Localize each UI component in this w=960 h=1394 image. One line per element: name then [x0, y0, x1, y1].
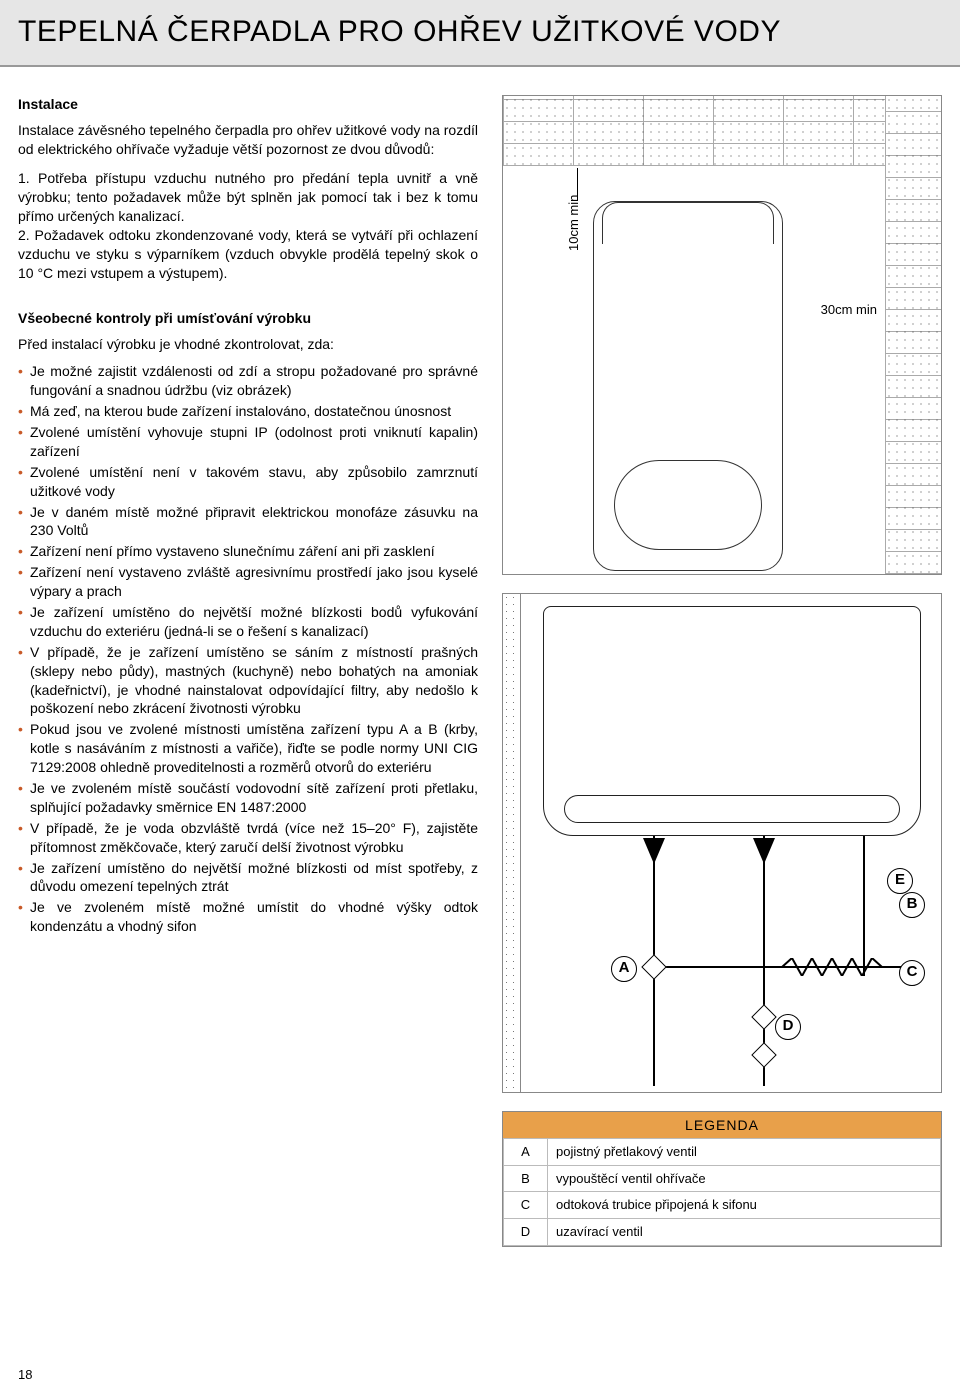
water-tank [543, 606, 921, 836]
intro-paragraph: Instalace závěsného tepelného čerpadla p… [18, 121, 478, 159]
device-front-grille [614, 460, 762, 550]
diagram-plumbing: E B A C D [502, 593, 942, 1093]
section-heading-installation: Instalace [18, 95, 478, 114]
title-bar: TEPELNÁ ČERPADLA PRO OHŘEV UŽITKOVÉ VODY [0, 0, 960, 67]
legend-row: Codtoková trubice připojená k sifonu [504, 1192, 941, 1219]
legend-table: Apojistný přetlakový ventilBvypouštěcí v… [503, 1138, 941, 1245]
pipe-vertical-3 [863, 836, 865, 976]
legend-desc: uzavírací ventil [548, 1219, 941, 1246]
check-item: Zvolené umístění vyhovuje stupni IP (odo… [18, 423, 478, 461]
checks-intro: Před instalací výrobku je vhodné zkontro… [18, 335, 478, 354]
valve-a [641, 954, 666, 979]
expansion-coil [773, 958, 891, 976]
page-title: TEPELNÁ ČERPADLA PRO OHŘEV UŽITKOVÉ VODY [18, 12, 942, 53]
numbered-point-2: 2. Požadavek odtoku zkondenzované vody, … [18, 226, 478, 283]
check-item: Má zeď, na kterou bude zařízení instalov… [18, 402, 478, 421]
pipe-network: E B A C D [543, 836, 921, 1092]
section-heading-checks: Všeobecné kontroly při umísťování výrobk… [18, 309, 478, 328]
legend-key: A [504, 1139, 548, 1166]
check-item: Zařízení není přímo vystaveno slunečnímu… [18, 542, 478, 561]
page-number: 18 [18, 1366, 32, 1384]
legend-box: LEGENDA Apojistný přetlakový ventilBvypo… [502, 1111, 942, 1247]
label-10cm-min: 10cm min [565, 194, 583, 250]
valve-d-upper [751, 1004, 776, 1029]
node-label-c: C [899, 960, 925, 986]
side-wall-hatch [503, 594, 521, 1092]
left-column: Instalace Instalace závěsného tepelného … [18, 95, 478, 1247]
legend-row: Bvypouštěcí ventil ohřívače [504, 1165, 941, 1192]
content-area: Instalace Instalace závěsného tepelného … [0, 67, 960, 1259]
node-label-d: D [775, 1014, 801, 1040]
check-item: Pokud jsou ve zvolené místnosti umístěna… [18, 720, 478, 777]
diagram-clearance: 10cm min 30cm min [502, 95, 942, 575]
node-label-b: B [899, 892, 925, 918]
check-item: Je v daném místě možné připravit elektri… [18, 503, 478, 541]
numbered-point-1: 1. Potřeba přístupu vzduchu nutného pro … [18, 169, 478, 226]
legend-key: C [504, 1192, 548, 1219]
section-checks: Všeobecné kontroly při umísťování výrobk… [18, 309, 478, 937]
check-item: Zvolené umístění není v takovém stavu, a… [18, 463, 478, 501]
legend-key: D [504, 1219, 548, 1246]
valve-d-lower [751, 1042, 776, 1067]
check-item: Je ve zvoleném místě součástí vodovodní … [18, 779, 478, 817]
check-item: Je ve zvoleném místě možné umístit do vh… [18, 898, 478, 936]
tank-bottom-rim [564, 795, 900, 823]
label-30cm-min: 30cm min [821, 301, 877, 319]
legend-desc: pojistný přetlakový ventil [548, 1139, 941, 1166]
check-item: V případě, že je voda obzvláště tvrdá (v… [18, 819, 478, 857]
legend-row: Duzavírací ventil [504, 1219, 941, 1246]
check-item: Je zařízení umístěno do největší možné b… [18, 603, 478, 641]
check-item: V případě, že je zařízení umístěno se sá… [18, 643, 478, 719]
checks-bullet-list: Je možné zajistit vzdálenosti od zdí a s… [18, 362, 478, 936]
legend-header: LEGENDA [503, 1112, 941, 1139]
legend-row: Apojistný přetlakový ventil [504, 1139, 941, 1166]
check-item: Je zařízení umístěno do největší možné b… [18, 859, 478, 897]
heat-pump-device [593, 201, 783, 571]
ceiling-hatch [503, 96, 941, 166]
check-item: Zařízení není vystaveno zvláště agresivn… [18, 563, 478, 601]
node-label-a: A [611, 956, 637, 982]
check-item: Je možné zajistit vzdálenosti od zdí a s… [18, 362, 478, 400]
right-column: 10cm min 30cm min [502, 95, 942, 1247]
node-label-e: E [887, 868, 913, 894]
legend-desc: vypouštěcí ventil ohřívače [548, 1165, 941, 1192]
legend-desc: odtoková trubice připojená k sifonu [548, 1192, 941, 1219]
wall-hatch [885, 96, 941, 574]
device-top-cap [602, 202, 774, 244]
legend-key: B [504, 1165, 548, 1192]
